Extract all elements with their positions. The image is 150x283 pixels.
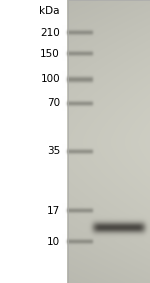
Text: 35: 35 — [47, 146, 60, 156]
Text: kDa: kDa — [39, 6, 60, 16]
Text: 10: 10 — [47, 237, 60, 247]
Text: 150: 150 — [40, 49, 60, 59]
Bar — [68, 0, 150, 283]
Text: 17: 17 — [47, 206, 60, 216]
Text: 210: 210 — [40, 27, 60, 38]
Text: 70: 70 — [47, 98, 60, 108]
Text: 100: 100 — [40, 74, 60, 84]
